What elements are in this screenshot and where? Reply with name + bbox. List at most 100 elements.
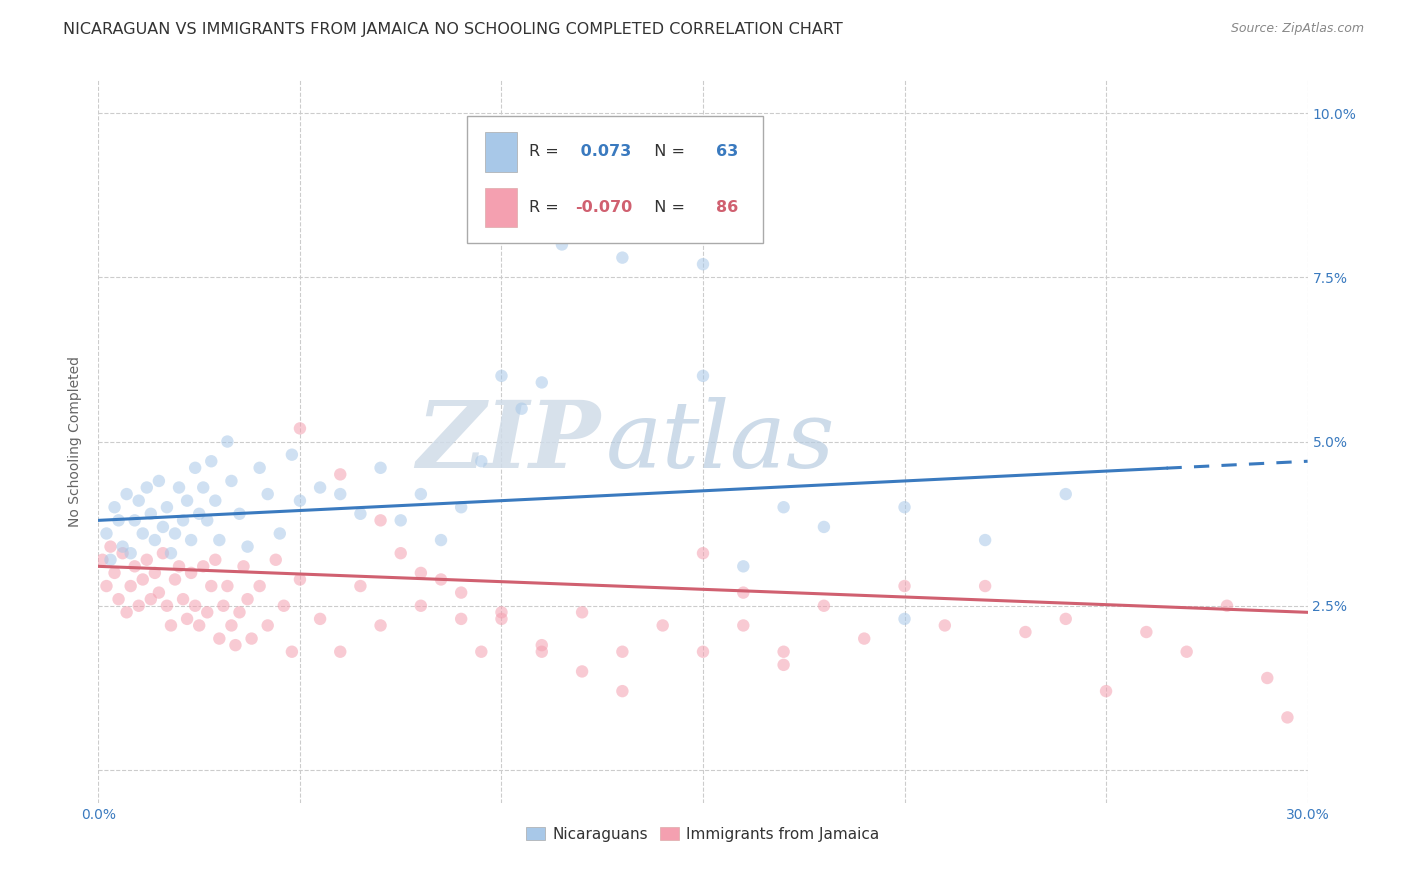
Point [167,481,190,495]
Text: atlas: atlas [606,397,835,486]
Point [100,553,122,567]
Point [115,487,138,501]
Point [692,645,714,659]
Point [184,460,207,475]
Point [107,592,129,607]
Point [212,599,235,613]
Point [530,638,553,652]
Y-axis label: No Schooling Completed: No Schooling Completed [69,356,83,527]
Point [370,460,392,475]
Point [111,546,134,560]
Point [651,618,673,632]
Point [232,559,254,574]
Point [1135,625,1157,640]
Bar [467,116,763,243]
Point [156,599,179,613]
Point [180,566,202,580]
Point [217,434,239,449]
Point [221,474,243,488]
Point [692,368,714,383]
Point [309,612,332,626]
Point [612,684,634,698]
Point [530,645,553,659]
Point [103,566,125,580]
Point [228,605,250,619]
Point [853,632,876,646]
Point [132,526,155,541]
Point [273,599,295,613]
Point [96,579,118,593]
Point [1095,684,1118,698]
Point [160,546,183,560]
Point [224,638,246,652]
Point [772,500,794,515]
Point [288,421,311,435]
Point [100,540,122,554]
Point [111,540,134,554]
Point [813,599,835,613]
Point [470,645,492,659]
Point [1054,612,1077,626]
Point [180,533,202,547]
Point [193,559,215,574]
Point [143,566,166,580]
Point [240,632,263,646]
Point [188,618,211,632]
Point [450,585,472,599]
Point [228,507,250,521]
Point [370,513,392,527]
Point [184,599,207,613]
Point [256,487,278,501]
Point [612,645,634,659]
Point [733,559,755,574]
Point [188,507,211,521]
Point [692,546,714,560]
Point [124,559,146,574]
Text: 63: 63 [716,145,738,160]
Point [91,553,114,567]
Text: N =: N = [644,145,690,160]
Text: R =: R = [529,145,564,160]
Point [139,507,162,521]
Point [772,657,794,672]
Point [208,533,231,547]
Point [120,579,142,593]
Point [934,618,956,632]
Point [128,599,150,613]
Point [160,618,183,632]
Point [195,513,218,527]
Point [1216,599,1239,613]
Point [974,533,997,547]
Point [281,645,304,659]
Point [430,533,453,547]
Point [163,573,186,587]
Point [409,599,432,613]
Point [1256,671,1278,685]
Point [813,520,835,534]
Point [176,612,198,626]
Point [571,665,593,679]
Point [510,401,533,416]
Point [167,559,190,574]
Point [135,553,157,567]
Point [103,500,125,515]
Point [733,618,755,632]
Text: 0.073: 0.073 [575,145,631,160]
Point [148,585,170,599]
Point [172,513,194,527]
Point [1277,710,1299,724]
Point [256,618,278,632]
Legend: Nicaraguans, Immigrants from Jamaica: Nicaraguans, Immigrants from Jamaica [519,819,887,849]
Point [120,546,142,560]
Point [389,513,412,527]
Text: N =: N = [644,200,690,215]
Point [329,645,352,659]
Point [163,526,186,541]
Point [450,500,472,515]
Point [389,546,412,560]
Point [124,513,146,527]
Point [1175,645,1198,659]
Point [172,592,194,607]
Point [200,579,222,593]
Bar [485,187,517,227]
